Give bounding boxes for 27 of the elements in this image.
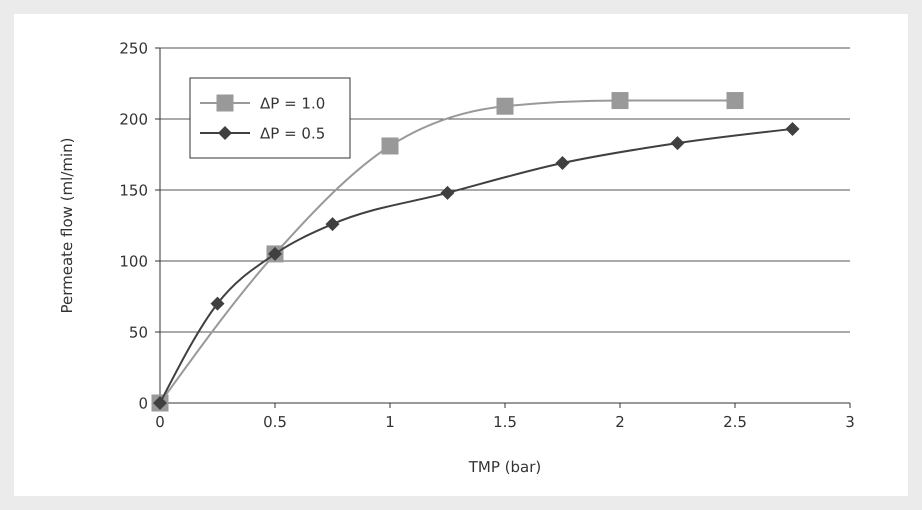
point — [382, 137, 398, 154]
x-axis-title: TMP (bar) — [468, 458, 542, 476]
point — [786, 122, 800, 136]
y-tick-label: 150 — [119, 181, 148, 200]
point — [670, 136, 684, 150]
point — [612, 92, 628, 110]
x-tick-label: 3 — [845, 413, 855, 431]
point — [726, 92, 744, 110]
x-tick-label: 0 — [155, 413, 165, 431]
legend-label: ΔP = 0.5 — [260, 124, 326, 142]
x-tick-label: 2.5 — [723, 413, 747, 431]
point — [496, 98, 514, 115]
y-tick-label: 200 — [119, 110, 148, 128]
y-tick-label: 100 — [119, 252, 148, 270]
y-tick-label: 50 — [128, 323, 148, 342]
point — [210, 296, 224, 311]
point — [440, 186, 454, 200]
x-tick-label: 2 — [615, 413, 625, 431]
point — [326, 217, 340, 232]
legend-label: ΔP = 1.0 — [260, 94, 326, 112]
x-tick-label: 0.5 — [263, 413, 287, 431]
point — [556, 156, 570, 170]
y-tick-label: 250 — [119, 39, 148, 58]
x-tick-label: 1 — [385, 413, 395, 431]
x-tick-label: 1.5 — [493, 413, 517, 431]
y-axis-title: Permeate flow (ml/min) — [58, 137, 76, 314]
y-tick-label: 0 — [138, 394, 148, 412]
